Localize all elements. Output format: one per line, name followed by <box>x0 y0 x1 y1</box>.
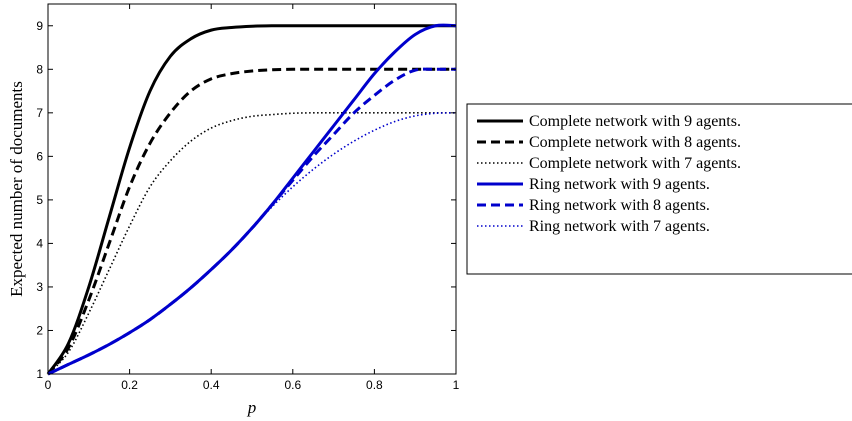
legend-label-4: Ring network with 9 agents. <box>529 176 710 193</box>
legend-box <box>466 103 852 275</box>
y-tick-label: 4 <box>36 236 43 250</box>
x-tick-label: 0.6 <box>284 378 301 392</box>
y-tick-label: 9 <box>36 19 43 33</box>
x-tick-label: 0.4 <box>203 378 220 392</box>
series-line-1 <box>46 24 456 375</box>
y-tick-label: 1 <box>36 367 43 381</box>
series-line-6 <box>47 112 457 375</box>
legend-label-2: Complete network with 8 agents. <box>529 134 741 151</box>
x-tick-label: 0 <box>45 378 52 392</box>
series-line-3 <box>47 111 457 375</box>
y-tick-label: 6 <box>36 149 43 163</box>
x-tick-label: 0.2 <box>121 378 138 392</box>
x-tick-label: 1 <box>453 378 460 392</box>
legend-label-5: Ring network with 8 agents. <box>529 197 710 214</box>
x-tick-label: 0.8 <box>366 378 383 392</box>
x-axis-title: p <box>247 398 257 417</box>
legend-label-3: Complete network with 7 agents. <box>529 155 741 172</box>
plot-area <box>47 3 457 375</box>
y-tick-label: 7 <box>36 106 43 120</box>
y-tick-label: 3 <box>36 280 43 294</box>
legend-label-1: Complete network with 9 agents. <box>529 113 741 130</box>
y-tick-label: 8 <box>36 62 43 76</box>
legend-items: Complete network with 9 agents. Complete … <box>477 113 741 235</box>
y-axis-title: Expected number of documents <box>7 81 26 297</box>
y-tick-label: 5 <box>36 193 43 207</box>
y-tick-label: 2 <box>36 323 43 337</box>
legend: Complete network with 9 agents. Complete … <box>466 103 852 275</box>
series-line-2 <box>46 67 456 375</box>
legend-label-6: Ring network with 7 agents. <box>529 218 710 235</box>
ticks-layer: 0 0.2 0.4 0.6 0.8 1 1 2 3 4 5 6 7 8 9 <box>36 4 460 392</box>
series-layer <box>46 23 457 376</box>
